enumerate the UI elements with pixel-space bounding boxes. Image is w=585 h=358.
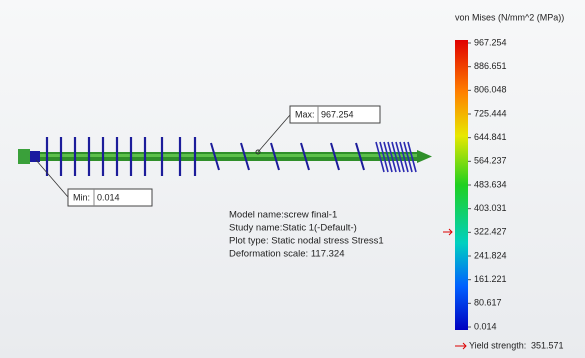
min-value: 0.014 bbox=[97, 192, 120, 202]
end-collar bbox=[30, 151, 40, 162]
legend-tick-label: 0.014 bbox=[474, 321, 497, 331]
yield-label: Yield strength: bbox=[469, 340, 526, 350]
color-bar bbox=[455, 40, 468, 330]
yield-value: 351.571 bbox=[531, 340, 564, 350]
legend-tick-label: 403.031 bbox=[474, 203, 507, 213]
simulation-view: Max: 967.254 Min: 0.014 Model name:screw… bbox=[0, 0, 585, 358]
shaft-highlight bbox=[22, 154, 417, 157]
legend-tick-label: 483.634 bbox=[474, 179, 507, 189]
legend-tick-label: 80.617 bbox=[474, 298, 502, 308]
legend-tick-label: 806.048 bbox=[474, 85, 507, 95]
legend-tick-label: 644.841 bbox=[474, 132, 507, 142]
legend-title: von Mises (N/mm^2 (MPa)) bbox=[455, 12, 564, 22]
info-line: Study name:Static 1(-Default-) bbox=[229, 223, 357, 234]
info-line: Model name:screw final-1 bbox=[229, 210, 337, 221]
legend-tick-label: 564.237 bbox=[474, 156, 507, 166]
end-cap bbox=[18, 149, 30, 164]
legend-tick-label: 967.254 bbox=[474, 37, 507, 47]
max-label: Max: bbox=[295, 109, 315, 119]
legend-tick-label: 725.444 bbox=[474, 108, 507, 118]
info-line: Plot type: Static nodal stress Stress1 bbox=[229, 236, 384, 247]
legend-tick-label: 322.427 bbox=[474, 227, 507, 237]
max-value: 967.254 bbox=[321, 109, 354, 119]
legend-tick-label: 161.221 bbox=[474, 274, 507, 284]
info-line: Deformation scale: 117.324 bbox=[229, 249, 344, 260]
legend-tick-label: 241.824 bbox=[474, 250, 507, 260]
min-label: Min: bbox=[73, 192, 90, 202]
legend-tick-label: 886.651 bbox=[474, 61, 507, 71]
